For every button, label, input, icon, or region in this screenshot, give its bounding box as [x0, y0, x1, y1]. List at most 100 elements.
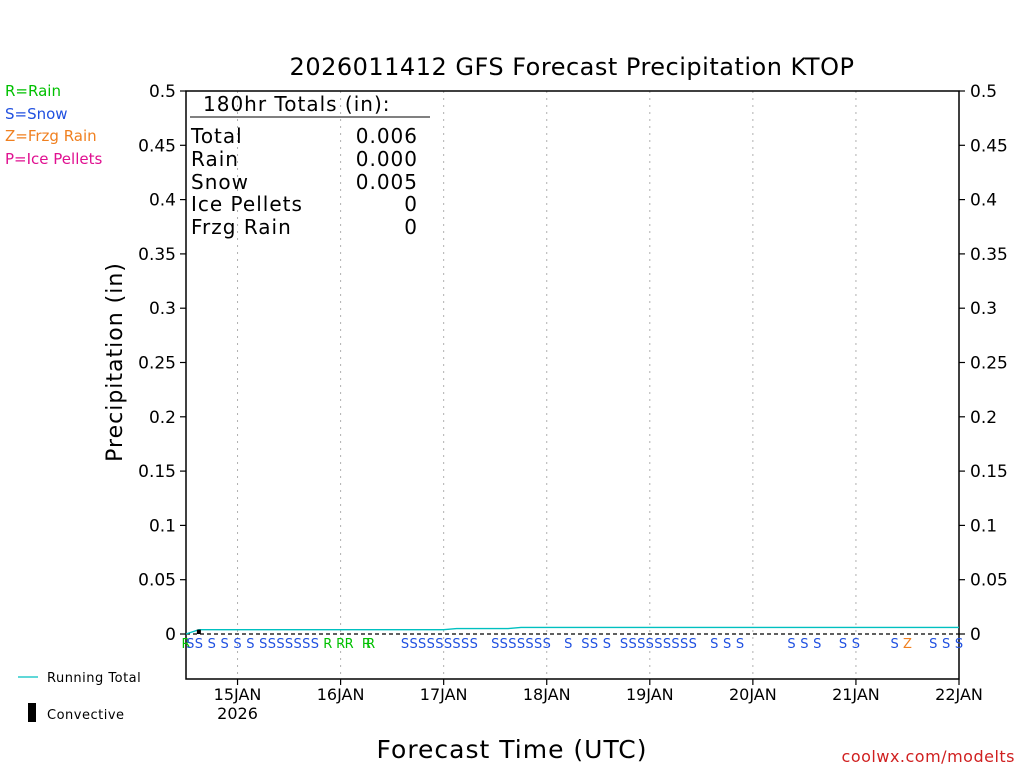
- convective-legend-label: Convective: [47, 708, 125, 723]
- ptype-marker: R: [362, 637, 371, 652]
- ptype-marker: S: [268, 637, 276, 652]
- ptype-marker: S: [800, 637, 808, 652]
- y-tick-label-right: 0: [970, 625, 981, 645]
- ptype-marker: R: [181, 637, 190, 652]
- y-tick-label-right: 0.2: [970, 408, 997, 428]
- x-tick-label: 15JAN: [214, 685, 262, 704]
- totals-label-frzg-rain: Frzg Rain: [191, 215, 292, 239]
- ptype-marker: S: [654, 637, 662, 652]
- y-tick-label-right: 0.5: [970, 82, 997, 102]
- ptype-marker: S: [890, 637, 898, 652]
- ptype-marker: S: [508, 637, 516, 652]
- ptype-marker: S: [208, 637, 216, 652]
- totals-label-ice-pellets: Ice Pellets: [191, 192, 303, 216]
- series-legend: Running Total Convective: [18, 671, 141, 723]
- x-tick-sublabel: 2026: [217, 704, 258, 723]
- convective-legend-swatch: [28, 703, 36, 722]
- ptype-marker: R: [345, 637, 354, 652]
- y-tick-label-right: 0.05: [970, 571, 1008, 591]
- totals-label-total: Total: [190, 124, 243, 148]
- y-tick-label-right: 0.1: [970, 516, 997, 536]
- ptype-marker: S: [401, 637, 409, 652]
- y-tick-label-left: 0.5: [149, 82, 176, 102]
- ptype-marker: S: [955, 637, 963, 652]
- ptype-marker: S: [543, 637, 551, 652]
- ptype-marker: S: [663, 637, 671, 652]
- ptype-marker: S: [787, 637, 795, 652]
- ptype-marker: S: [259, 637, 267, 652]
- ptype-marker: S: [942, 637, 950, 652]
- ptype-marker: S: [186, 637, 194, 652]
- y-tick-label-left: 0.1: [149, 516, 176, 536]
- ptype-marker: S: [470, 637, 478, 652]
- ptype-marker: S: [517, 637, 525, 652]
- y-axis-ticks: 0 00.05 0.050.1 0.10.15 0.150.2 0.20.25 0.250.…: [138, 82, 1008, 645]
- totals-value-ice-pellets: 0: [404, 192, 418, 216]
- ptype-marker: S: [246, 637, 254, 652]
- totals-box: 180hr Totals (in): Total 0.006 Rain 0.00…: [190, 92, 430, 239]
- ptype-marker: S: [620, 637, 628, 652]
- y-tick-label-right: 0.25: [970, 354, 1008, 374]
- y-tick-label-left: 0.25: [138, 354, 176, 374]
- x-gridlines: [237, 91, 857, 679]
- totals-value-frzg-rain: 0: [404, 215, 418, 239]
- ptype-marker: S: [710, 637, 718, 652]
- credit-text: coolwx.com/modelts: [842, 747, 1015, 766]
- legend-snow: S=Snow: [5, 105, 68, 123]
- totals-label-snow: Snow: [191, 170, 249, 194]
- y-tick-label-right: 0.15: [970, 462, 1008, 482]
- ptype-markers: RS S S S S S S S S S S S S R R R RR S S S S S S S S S S S S S S S S S S S S S…: [181, 637, 963, 652]
- ptype-marker: S: [671, 637, 679, 652]
- ptype-marker: S: [852, 637, 860, 652]
- y-tick-label-right: 0.35: [970, 245, 1008, 265]
- x-tick-label: 18JAN: [523, 685, 571, 704]
- ptype-marker: S: [637, 637, 645, 652]
- ptype-marker: S: [418, 637, 426, 652]
- ptype-marker: S: [534, 637, 542, 652]
- ptype-marker: S: [590, 637, 598, 652]
- ptype-marker: S: [452, 637, 460, 652]
- ptype-marker: S: [723, 637, 731, 652]
- totals-value-total: 0.006: [356, 124, 418, 148]
- ptype-marker: S: [233, 637, 241, 652]
- ptype-legend: R=Rain S=Snow Z=Frzg Rain P=Ice Pellets: [5, 82, 102, 168]
- ptype-marker: S: [646, 637, 654, 652]
- ptype-marker: R: [366, 637, 375, 652]
- x-tick-label: 22JAN: [935, 685, 983, 704]
- ptype-marker: S: [461, 637, 469, 652]
- y-tick-label-left: 0.45: [138, 136, 176, 156]
- totals-label-rain: Rain: [191, 147, 239, 171]
- y-tick-label-left: 0.2: [149, 408, 176, 428]
- y-tick-label-left: 0.3: [149, 299, 176, 319]
- chart-title: 2026011412 GFS Forecast Precipitation KT…: [290, 53, 855, 81]
- ptype-marker: Z: [903, 637, 912, 652]
- x-tick-label: 16JAN: [317, 685, 365, 704]
- x-tick-label: 17JAN: [420, 685, 468, 704]
- convective-bar: [196, 629, 201, 634]
- ptype-marker: S: [628, 637, 636, 652]
- plot-frame: [185, 90, 960, 680]
- y-axis-label: Precipitation (in): [103, 262, 128, 462]
- totals-value-snow: 0.005: [356, 170, 418, 194]
- running-total-legend-label: Running Total: [47, 671, 141, 686]
- ptype-marker: S: [500, 637, 508, 652]
- ptype-marker: S: [444, 637, 452, 652]
- y-tick-label-left: 0: [165, 625, 176, 645]
- ptype-marker: S: [311, 637, 319, 652]
- y-tick-label-left: 0.35: [138, 245, 176, 265]
- y-tick-label-left: 0.05: [138, 571, 176, 591]
- ptype-marker: S: [839, 637, 847, 652]
- ptype-marker: S: [435, 637, 443, 652]
- ptype-marker: S: [409, 637, 417, 652]
- ptype-marker: S: [603, 637, 611, 652]
- ptype-marker: S: [581, 637, 589, 652]
- legend-rain: R=Rain: [5, 82, 61, 100]
- y-tick-label-left: 0.15: [138, 462, 176, 482]
- x-tick-label: 21JAN: [832, 685, 880, 704]
- series-group: [185, 626, 959, 635]
- ptype-marker: S: [689, 637, 697, 652]
- x-tick-label: 20JAN: [729, 685, 777, 704]
- x-tick-label: 19JAN: [626, 685, 674, 704]
- legend-ice-pellets: P=Ice Pellets: [5, 150, 102, 168]
